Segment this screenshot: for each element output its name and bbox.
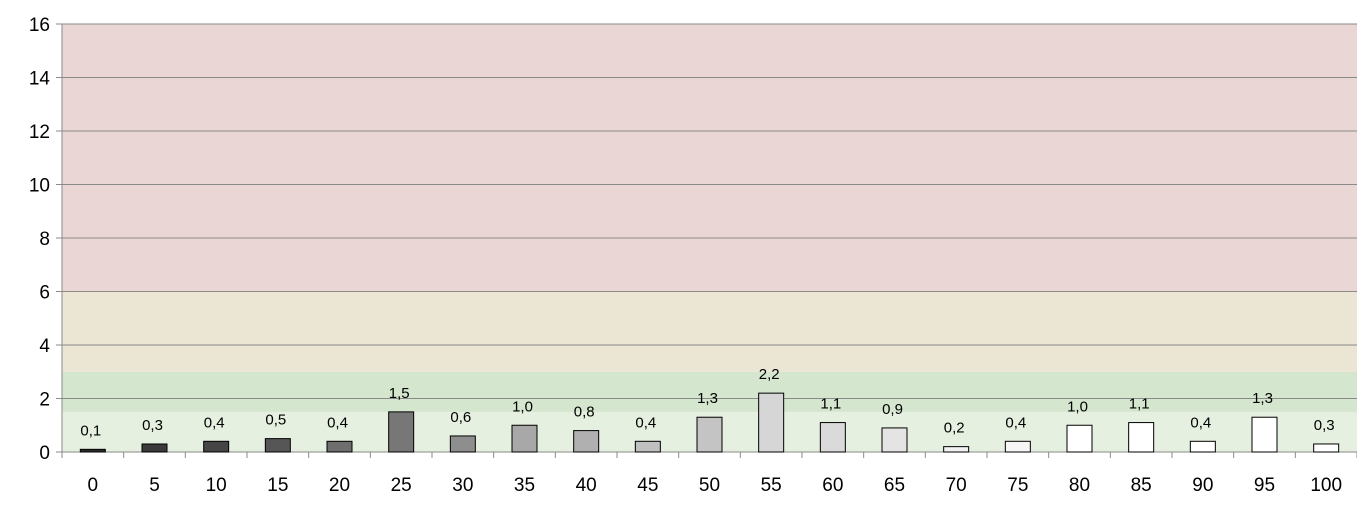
bar-70 bbox=[944, 447, 969, 452]
bar-25 bbox=[389, 412, 414, 452]
x-tick-label-65: 65 bbox=[884, 475, 905, 496]
x-tick-label-60: 60 bbox=[822, 475, 843, 496]
y-tick-label-4: 8 bbox=[39, 229, 50, 250]
data-label-10: 0,4 bbox=[204, 414, 225, 431]
data-label-45: 0,4 bbox=[635, 414, 656, 431]
data-label-55: 2,2 bbox=[759, 366, 780, 383]
bar-35 bbox=[512, 425, 537, 452]
data-label-65: 0,9 bbox=[882, 401, 903, 418]
bar-90 bbox=[1190, 441, 1215, 452]
x-tick-label-100: 100 bbox=[1310, 475, 1342, 496]
x-tick-label-90: 90 bbox=[1192, 475, 1213, 496]
bar-0 bbox=[80, 449, 105, 452]
data-label-20: 0,4 bbox=[327, 414, 348, 431]
data-label-70: 0,2 bbox=[944, 420, 965, 437]
x-tick-label-20: 20 bbox=[329, 475, 350, 496]
y-tick-label-0: 0 bbox=[39, 443, 50, 464]
data-label-15: 0,5 bbox=[265, 412, 286, 429]
data-label-25: 1,5 bbox=[389, 385, 410, 402]
data-label-5: 0,3 bbox=[142, 417, 163, 434]
data-label-50: 1,3 bbox=[697, 390, 718, 407]
y-tick-label-7: 14 bbox=[29, 69, 51, 90]
bar-100 bbox=[1314, 444, 1339, 452]
bar-10 bbox=[204, 441, 229, 452]
bar-55 bbox=[759, 393, 784, 452]
y-axis-tick-labels: 0 2 4 6 8 10 12 14 16 bbox=[29, 15, 51, 464]
bar-5 bbox=[142, 444, 167, 452]
bar-60 bbox=[820, 423, 845, 452]
x-tick-label-50: 50 bbox=[699, 475, 720, 496]
data-label-95: 1,3 bbox=[1252, 390, 1273, 407]
y-tick-label-1: 2 bbox=[39, 390, 50, 411]
x-tick-label-70: 70 bbox=[946, 475, 967, 496]
x-tick-label-80: 80 bbox=[1069, 475, 1090, 496]
background-band-3 bbox=[62, 24, 1357, 292]
bar-15 bbox=[265, 439, 290, 452]
x-tick-label-55: 55 bbox=[761, 475, 782, 496]
bar-20 bbox=[327, 441, 352, 452]
bar-95 bbox=[1252, 417, 1277, 452]
data-label-60: 1,1 bbox=[820, 396, 841, 413]
x-tick-label-45: 45 bbox=[637, 475, 658, 496]
x-tick-label-35: 35 bbox=[514, 475, 535, 496]
bar-75 bbox=[1005, 441, 1030, 452]
data-label-40: 0,8 bbox=[574, 404, 595, 421]
data-label-100: 0,3 bbox=[1314, 417, 1335, 434]
x-tick-label-15: 15 bbox=[267, 475, 288, 496]
data-label-90: 0,4 bbox=[1190, 414, 1211, 431]
x-tick-label-95: 95 bbox=[1254, 475, 1275, 496]
data-label-35: 1,0 bbox=[512, 398, 533, 415]
data-label-75: 0,4 bbox=[1005, 414, 1026, 431]
y-tick-label-8: 16 bbox=[29, 15, 50, 36]
x-axis-tick-labels: 0 5 10 15 20 25 30 35 40 45 50 55 60 65 70 75 80 85 90 95 10… bbox=[88, 475, 1342, 496]
data-label-85: 1,1 bbox=[1129, 396, 1150, 413]
x-tick-label-40: 40 bbox=[576, 475, 597, 496]
x-tick-label-25: 25 bbox=[391, 475, 412, 496]
data-label-0: 0,1 bbox=[80, 422, 101, 439]
x-tick-label-10: 10 bbox=[206, 475, 227, 496]
x-tick-label-75: 75 bbox=[1007, 475, 1028, 496]
bar-85 bbox=[1129, 423, 1154, 452]
bar-50 bbox=[697, 417, 722, 452]
y-tick-label-2: 4 bbox=[39, 336, 50, 357]
x-tick-label-5: 5 bbox=[149, 475, 160, 496]
bar-30 bbox=[450, 436, 475, 452]
background-band-2 bbox=[62, 292, 1357, 372]
bar-45 bbox=[635, 441, 660, 452]
x-tick-label-30: 30 bbox=[452, 475, 473, 496]
y-tick-label-5: 10 bbox=[29, 176, 50, 197]
y-tick-label-6: 12 bbox=[29, 122, 50, 143]
bar-80 bbox=[1067, 425, 1092, 452]
data-label-80: 1,0 bbox=[1067, 398, 1088, 415]
data-label-30: 0,6 bbox=[450, 409, 471, 426]
x-tick-label-85: 85 bbox=[1131, 475, 1152, 496]
y-tick-label-3: 6 bbox=[39, 283, 50, 304]
bar-40 bbox=[574, 431, 599, 452]
x-tick-label-0: 0 bbox=[88, 475, 99, 496]
bar-65 bbox=[882, 428, 907, 452]
